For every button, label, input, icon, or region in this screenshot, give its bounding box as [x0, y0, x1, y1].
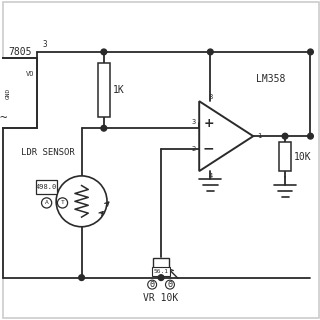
Text: −: −	[203, 142, 214, 156]
Text: Θ: Θ	[150, 280, 155, 289]
Bar	[153, 258, 169, 270]
Text: A: A	[45, 200, 49, 205]
Text: 7805: 7805	[8, 47, 31, 57]
Circle shape	[79, 275, 84, 280]
Text: 56.1: 56.1	[154, 269, 169, 274]
Circle shape	[165, 280, 174, 289]
Text: 498.0: 498.0	[36, 184, 57, 190]
Text: 3: 3	[43, 40, 47, 49]
Polygon shape	[199, 101, 253, 171]
Circle shape	[282, 133, 288, 139]
Bar	[279, 142, 291, 171]
Text: Θ: Θ	[167, 280, 172, 289]
Bar	[36, 180, 57, 194]
Circle shape	[207, 49, 213, 55]
Text: 3: 3	[191, 119, 196, 125]
Text: 8: 8	[208, 94, 212, 100]
Circle shape	[308, 49, 313, 55]
Circle shape	[101, 125, 107, 131]
Text: LM358: LM358	[256, 74, 286, 84]
Bar	[98, 63, 110, 117]
Circle shape	[101, 49, 107, 55]
Text: 2: 2	[191, 146, 196, 152]
Text: VR 10K: VR 10K	[143, 293, 179, 303]
Text: LDR SENSOR: LDR SENSOR	[21, 148, 75, 156]
Bar	[0, 58, 37, 128]
Circle shape	[57, 198, 68, 208]
Circle shape	[148, 280, 156, 289]
Text: GND: GND	[6, 88, 11, 99]
Text: VO: VO	[25, 71, 34, 77]
Circle shape	[42, 198, 52, 208]
Circle shape	[308, 133, 313, 139]
Circle shape	[56, 176, 107, 227]
Text: T: T	[60, 200, 64, 205]
Text: ~: ~	[0, 111, 7, 124]
Text: 1K: 1K	[113, 85, 125, 95]
Text: 1: 1	[257, 133, 261, 139]
Bar	[152, 267, 170, 276]
Text: +: +	[204, 117, 214, 130]
Text: 10K: 10K	[294, 152, 312, 162]
Text: 4: 4	[208, 173, 212, 179]
Circle shape	[158, 275, 164, 280]
